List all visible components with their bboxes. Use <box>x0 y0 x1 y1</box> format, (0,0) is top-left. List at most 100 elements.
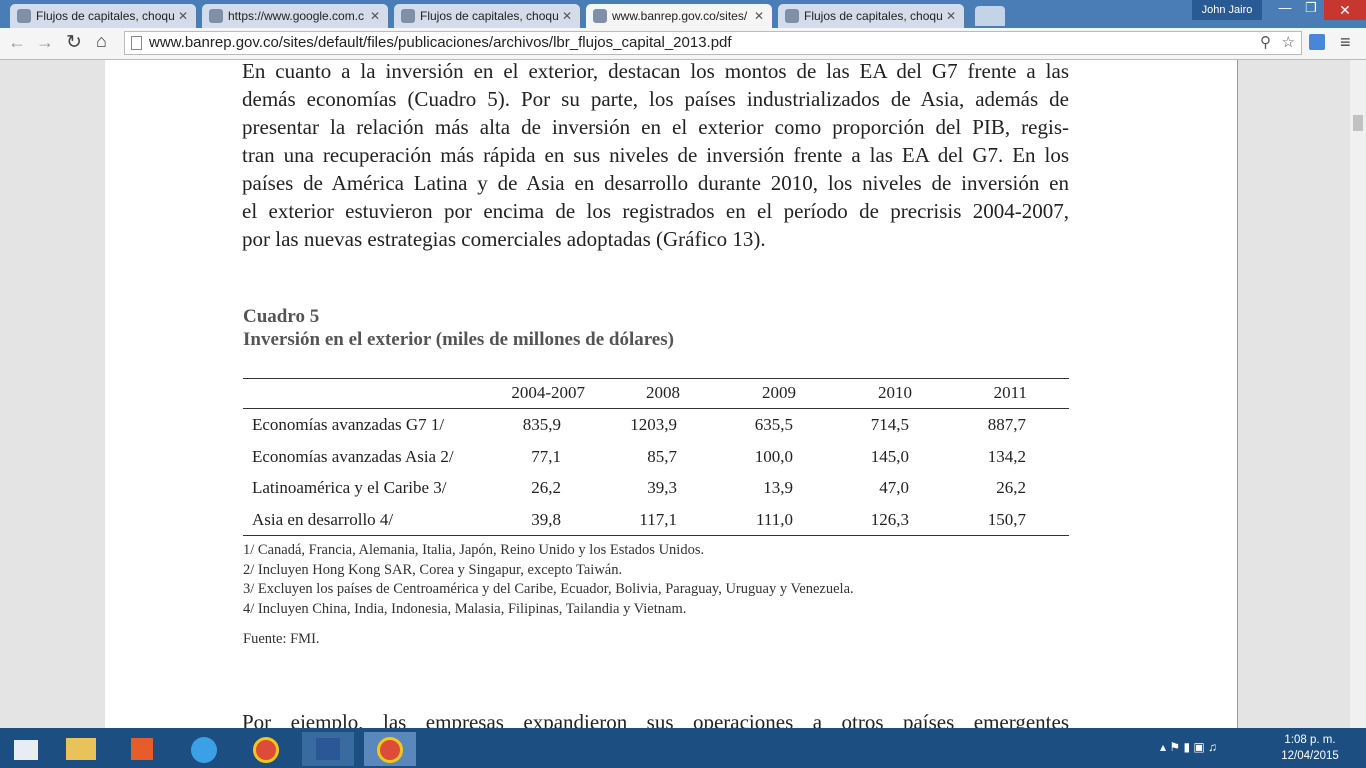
clock-time[interactable]: 1:08 p. m. <box>1284 734 1336 746</box>
table-value: 111,0 <box>756 509 793 529</box>
tab-close[interactable]: ✕ <box>369 9 380 23</box>
table-label: Cuadro 5 <box>243 306 320 327</box>
paragraph-line: En cuanto a la inversión en el exterior,… <box>242 59 1069 83</box>
pdf-page <box>105 60 1238 728</box>
back-button[interactable]: ← <box>8 32 26 52</box>
tab-close[interactable]: ✕ <box>177 9 188 23</box>
scrollbar[interactable] <box>1350 60 1366 728</box>
paragraph-line: demás economías (Cuadro 5). Por su parte… <box>242 87 1069 111</box>
tab[interactable]: Flujos de capitales, choqu ✕ <box>394 4 580 28</box>
column-header: 2011 <box>993 383 1027 402</box>
tab-title[interactable]: Flujos de capitales, choqu <box>36 9 175 23</box>
tab-title[interactable]: Flujos de capitales, choqu <box>420 9 559 23</box>
scroll-thumb[interactable] <box>1353 115 1363 131</box>
table-value: 887,7 <box>987 415 1026 434</box>
apps-icon[interactable] <box>117 732 169 766</box>
row-label: Asia en desarrollo 4/ <box>252 509 394 529</box>
tab-title[interactable]: https://www.google.com.c <box>228 9 365 23</box>
table-value: 100,0 <box>754 446 793 466</box>
menu-button[interactable]: ≡ <box>1340 32 1351 52</box>
tab[interactable]: Flujos de capitales, choqu ✕ <box>778 4 964 28</box>
row-label: Latinoamérica y el Caribe 3/ <box>252 478 447 497</box>
table-value: 835,9 <box>522 415 561 434</box>
reload-button[interactable]: ↻ <box>66 32 82 53</box>
table-value: 1203,9 <box>630 415 677 434</box>
tab-icon <box>209 9 223 23</box>
table-value: 26,2 <box>531 478 561 497</box>
tab-icon <box>593 9 607 23</box>
paragraph-line: presentar la relación más alta de invers… <box>242 115 1069 139</box>
minimize[interactable]: — <box>1278 0 1292 15</box>
table-rule <box>243 378 1069 379</box>
row-label: Economías avanzadas Asia 2/ <box>252 446 454 466</box>
table-value: 714,5 <box>870 415 909 434</box>
word-icon[interactable] <box>302 732 354 766</box>
chrome-icon[interactable] <box>240 732 292 766</box>
ie-icon[interactable] <box>179 732 231 766</box>
table-value: 77,1 <box>531 446 561 466</box>
paragraph-line: países de América Latina y de Asia en de… <box>242 171 1069 195</box>
new-tab-button[interactable] <box>975 6 1005 26</box>
tray-icons[interactable]: ▴ ⚑ ▮ ▣ ♫ <box>1160 740 1218 754</box>
tab-title[interactable]: www.banrep.gov.co/sites/ <box>612 9 748 23</box>
table-value: 635,5 <box>754 415 793 434</box>
row-label: Economías avanzadas G7 1/ <box>252 415 445 434</box>
column-header: 2009 <box>762 383 796 402</box>
source-note: Fuente: FMI. <box>243 631 320 647</box>
tab-icon <box>401 9 415 23</box>
bookmark-star[interactable]: ☆ <box>1281 34 1295 51</box>
tab[interactable]: www.banrep.gov.co/sites/ ✕ <box>586 4 772 28</box>
chrome-active-icon[interactable] <box>364 732 416 766</box>
table-value: 39,3 <box>647 478 677 497</box>
column-header: 2004-2007 <box>511 383 585 402</box>
start-button[interactable] <box>0 732 52 766</box>
close[interactable]: ✕ <box>1324 0 1366 20</box>
page-icon <box>131 36 142 50</box>
paragraph-line: el exterior estuvieron por encima de los… <box>242 199 1069 223</box>
tab-icon <box>17 9 31 23</box>
zoom-icon[interactable]: ⚲ <box>1260 34 1271 51</box>
table-value: 126,3 <box>870 509 909 529</box>
footnote: 2/ Incluyen Hong Kong SAR, Corea y Singa… <box>243 561 623 578</box>
footnote: 4/ Incluyen China, India, Indonesia, Mal… <box>243 600 687 617</box>
toolbar: ← → ↻ ⌂ www.banrep.gov.co/sites/default/… <box>0 28 1366 60</box>
tab-close[interactable]: ✕ <box>561 9 572 23</box>
clock-date[interactable]: 12/04/2015 <box>1281 750 1339 762</box>
table-value: 85,7 <box>647 446 677 466</box>
taskbar: ▴ ⚑ ▮ ▣ ♫ 1:08 p. m. 12/04/2015 <box>0 728 1366 768</box>
address-bar[interactable]: www.banrep.gov.co/sites/default/files/pu… <box>124 31 1302 55</box>
tab[interactable]: Flujos de capitales, choqu ✕ <box>10 4 196 28</box>
table-title: Inversión en el exterior (miles de millo… <box>243 329 674 350</box>
url: www.banrep.gov.co/sites/default/files/pu… <box>149 34 732 51</box>
paragraph-line: por las nuevas estrategias comerciales a… <box>242 227 766 251</box>
table-value: 134,2 <box>987 446 1026 466</box>
column-header: 2008 <box>646 383 680 402</box>
paragraph-line: Por ejemplo, las empresas expandieron su… <box>242 710 1069 728</box>
tab-close[interactable]: ✕ <box>945 9 956 23</box>
table-value: 39,8 <box>531 509 561 529</box>
paragraph-line: tran una recuperación más rápida en sus … <box>242 143 1069 167</box>
translate-icon[interactable] <box>1309 34 1325 50</box>
home-button[interactable]: ⌂ <box>96 31 107 51</box>
table-value: 13,9 <box>763 478 793 497</box>
tab[interactable]: https://www.google.com.c ✕ <box>202 4 388 28</box>
maximize[interactable]: ❐ <box>1305 0 1317 15</box>
footnote: 1/ Canadá, Francia, Alemania, Italia, Ja… <box>243 542 705 558</box>
tab-strip: John Jairo — ❐ ✕ Flujos de capitales, ch… <box>0 0 1366 28</box>
footnote: 3/ Excluyen los países de Centroamérica … <box>243 581 854 597</box>
table-value: 150,7 <box>987 509 1026 529</box>
table-value: 117,1 <box>639 509 677 529</box>
table-value: 26,2 <box>996 478 1026 497</box>
tab-close[interactable]: ✕ <box>753 9 764 23</box>
table-value: 145,0 <box>870 446 909 466</box>
tab-icon <box>785 9 799 23</box>
table-value: 47,0 <box>879 478 909 497</box>
profile-name[interactable]: John Jairo <box>1192 0 1262 20</box>
column-header: 2010 <box>878 383 912 402</box>
forward-button[interactable]: → <box>36 32 54 52</box>
explorer-icon[interactable] <box>55 732 107 766</box>
table-rule <box>243 408 1069 409</box>
tab-title[interactable]: Flujos de capitales, choqu <box>804 9 943 23</box>
table-rule <box>243 535 1069 536</box>
